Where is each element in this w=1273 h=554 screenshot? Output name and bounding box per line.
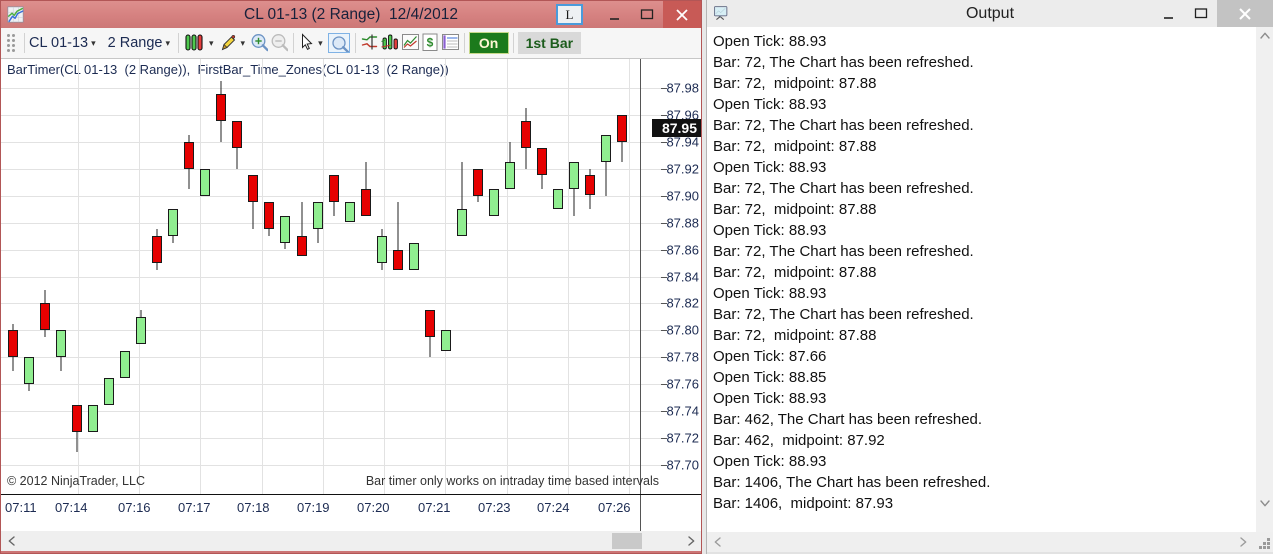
svg-text:$: $ xyxy=(426,36,433,50)
